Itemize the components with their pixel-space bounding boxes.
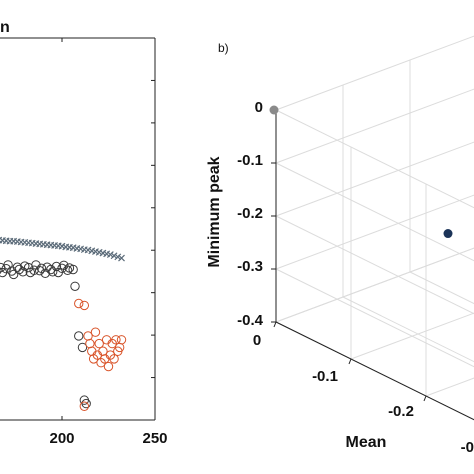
panel-a: n 200 250 [0, 19, 168, 447]
x-axis-tick [423, 395, 427, 402]
grid-line [350, 312, 474, 360]
x-marker [106, 251, 114, 259]
x-marker-stroke [99, 249, 107, 257]
x-marker-stroke [88, 247, 96, 255]
panel-a-x-tick-label: 200 [49, 430, 74, 447]
grid-line [425, 377, 474, 397]
panel-b-x-tick-label: -0.2 [388, 403, 414, 420]
x-marker-stroke [84, 246, 92, 254]
panel-b-x-tick-label: -0.1 [312, 368, 338, 385]
panel-b-x-tick-label: 0 [253, 332, 261, 349]
circle-marker [29, 265, 39, 275]
circle-marker [51, 261, 62, 272]
circle-marker [62, 265, 73, 275]
x-marker-stroke [118, 254, 125, 262]
panel-b-3d-grid [275, 35, 474, 421]
circle-marker [79, 300, 90, 311]
x-marker [114, 253, 122, 261]
x-marker [118, 254, 125, 262]
panel-b-z-tick-label: -0.3 [237, 258, 263, 275]
panel-b-label: b) [218, 41, 229, 55]
grid-line [275, 321, 474, 421]
x-marker-stroke [77, 245, 85, 253]
grid-line [275, 88, 474, 164]
panel-b: b) 0 -0.1 -0.2 -0.3 -0.4 0 -0.1 -0.2 -0 … [206, 35, 474, 456]
x-marker-stroke [58, 242, 66, 250]
circle-marker [94, 338, 104, 349]
panel-b-z-tick-label: -0.2 [237, 205, 263, 222]
x-marker-stroke [110, 252, 118, 260]
x-marker-stroke [69, 244, 77, 252]
circle-marker [90, 327, 101, 337]
panel-b-x-tick-label: -0 [461, 439, 474, 456]
panel-a-axes-frame [0, 37, 156, 421]
x-marker-stroke [106, 251, 114, 259]
circle-marker [8, 269, 19, 280]
x-marker [110, 252, 118, 260]
grid-line [275, 215, 474, 315]
panel-a-plot-area [0, 236, 127, 411]
x-marker-stroke [103, 250, 111, 258]
panel-b-plot-area [269, 105, 453, 239]
circle-marker [79, 401, 90, 411]
data-point [443, 229, 453, 239]
circle-marker [34, 265, 45, 276]
grid-line [409, 271, 474, 305]
panel-a-x-tick-label: 250 [142, 430, 167, 447]
circle-marker [12, 262, 23, 272]
circle-marker [74, 331, 84, 341]
panel-b-z-tick-label: -0.1 [237, 152, 263, 169]
grid-line [342, 296, 474, 363]
circle-marker [103, 361, 114, 372]
x-axis-tick [348, 358, 352, 365]
circle-marker [116, 335, 127, 345]
circle-marker [0, 267, 2, 275]
circle-marker [57, 263, 67, 274]
x-marker-stroke [92, 248, 99, 255]
circle-marker [70, 281, 80, 291]
panel-b-ticks [271, 109, 474, 421]
circle-marker [81, 398, 91, 409]
grid-line [275, 109, 474, 209]
x-axis-line [275, 321, 474, 421]
panel-b-z-tick-label: -0.4 [237, 312, 264, 329]
circle-marker [111, 335, 121, 345]
grid-line [275, 35, 474, 111]
x-axis-tick [273, 321, 277, 328]
circle-marker [109, 354, 119, 364]
circle-marker [68, 264, 78, 275]
panel-b-x-axis-label: Mean [346, 434, 387, 451]
panel-a-title-fragment: n [0, 19, 10, 36]
panel-b-z-axis-label: Minimum peak [206, 156, 223, 267]
panel-b-z-tick-label: 0 [255, 99, 263, 116]
data-point [269, 105, 279, 115]
panel-a-ticks [61, 38, 156, 420]
grid-line [275, 321, 474, 421]
grid-line [275, 162, 474, 262]
grid-line [275, 268, 474, 368]
circle-marker [85, 338, 95, 349]
x-marker-stroke [95, 248, 103, 256]
x-marker-stroke [114, 253, 122, 261]
circle-marker [74, 298, 84, 309]
circle-marker [77, 342, 88, 353]
